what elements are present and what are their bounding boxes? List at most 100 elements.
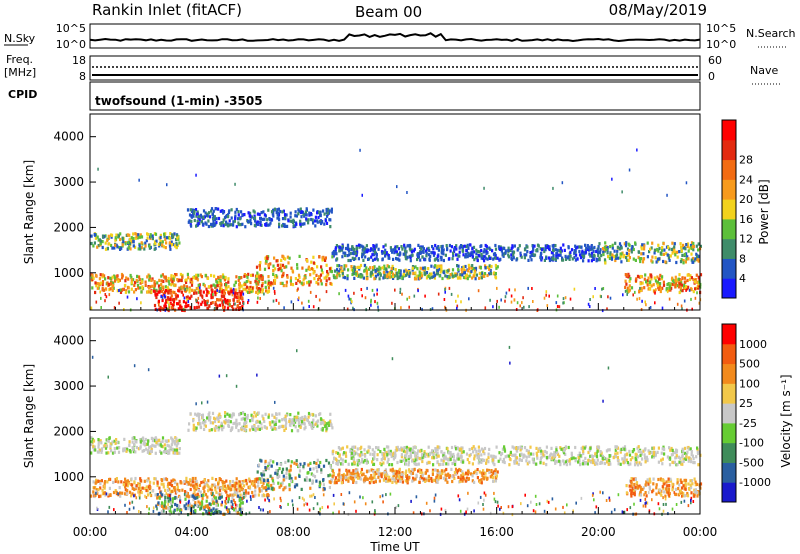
data-mark (433, 251, 436, 255)
data-mark (296, 266, 299, 270)
data-mark (302, 282, 305, 286)
data-mark (237, 494, 240, 498)
data-mark (366, 276, 369, 281)
data-mark (662, 252, 665, 256)
data-mark (221, 481, 224, 485)
data-mark (320, 220, 323, 224)
data-mark (312, 267, 315, 271)
data-mark (483, 186, 485, 190)
data-mark (100, 447, 104, 451)
data-mark (315, 294, 317, 298)
data-mark (314, 224, 317, 228)
data-mark (206, 276, 210, 280)
data-mark (110, 233, 114, 237)
data-mark (107, 234, 110, 238)
data-mark (592, 295, 594, 299)
data-mark (238, 484, 242, 488)
data-mark (312, 271, 315, 275)
data-mark (177, 307, 180, 311)
data-mark (210, 288, 213, 292)
data-mark (193, 306, 196, 310)
data-mark (592, 461, 595, 465)
data-mark (363, 250, 366, 254)
data-mark (195, 486, 198, 490)
data-mark (90, 241, 93, 246)
data-mark (510, 253, 513, 257)
data-mark (359, 243, 362, 248)
data-mark (409, 248, 412, 252)
data-mark (562, 243, 565, 247)
data-mark (192, 214, 195, 218)
data-mark (211, 476, 214, 480)
data-mark (200, 500, 204, 504)
data-mark (473, 457, 476, 461)
data-mark (195, 479, 198, 483)
data-mark (656, 259, 659, 263)
data-mark (303, 222, 306, 226)
data-mark (347, 258, 350, 263)
data-mark (157, 242, 160, 246)
data-mark (328, 209, 331, 213)
data-mark (301, 415, 304, 420)
data-mark (160, 444, 163, 448)
data-mark (419, 449, 422, 453)
data-mark (297, 208, 300, 212)
data-mark (462, 275, 466, 280)
data-mark (175, 237, 178, 242)
data-mark (454, 462, 457, 467)
data-mark (430, 272, 433, 276)
data-mark (113, 279, 117, 283)
data-mark (606, 460, 609, 464)
data-mark (389, 246, 392, 250)
data-mark (278, 419, 281, 423)
data-mark (90, 234, 93, 238)
data-mark (337, 460, 340, 464)
data-mark (207, 219, 210, 223)
data-mark (314, 215, 317, 219)
data-mark (466, 255, 469, 259)
data-mark (169, 506, 172, 510)
data-mark (240, 284, 243, 288)
data-mark (327, 461, 331, 465)
data-mark (138, 244, 141, 248)
data-mark (349, 448, 352, 452)
data-mark (484, 264, 487, 268)
data-mark (448, 286, 451, 290)
data-mark (475, 453, 478, 457)
data-mark (477, 461, 480, 465)
data-mark (126, 479, 129, 483)
data-mark (264, 485, 267, 490)
data-mark (272, 460, 275, 464)
data-mark (273, 207, 277, 211)
data-mark (238, 276, 241, 280)
data-mark (519, 445, 522, 449)
data-mark (670, 453, 673, 457)
data-mark (171, 281, 174, 285)
data-mark (316, 424, 319, 428)
data-mark (208, 428, 211, 433)
data-mark (237, 482, 240, 486)
data-mark (387, 256, 390, 260)
data-mark (267, 486, 270, 490)
data-mark (227, 213, 230, 217)
data-mark (191, 208, 194, 212)
data-mark (189, 296, 192, 300)
data-mark (101, 492, 104, 496)
data-mark (595, 249, 598, 254)
data-mark (462, 265, 465, 269)
data-mark (632, 448, 635, 452)
data-mark (189, 508, 193, 512)
data-mark (194, 501, 197, 505)
data-mark (275, 417, 278, 421)
data-mark (424, 294, 426, 298)
data-mark (623, 457, 626, 461)
colorbar-swatch (722, 258, 736, 279)
data-mark (640, 257, 643, 261)
data-mark (436, 460, 439, 464)
data-mark (492, 454, 495, 458)
data-mark (298, 275, 301, 279)
data-mark (94, 273, 98, 277)
data-mark (156, 281, 159, 285)
data-mark (352, 451, 355, 455)
data-mark (164, 495, 167, 500)
